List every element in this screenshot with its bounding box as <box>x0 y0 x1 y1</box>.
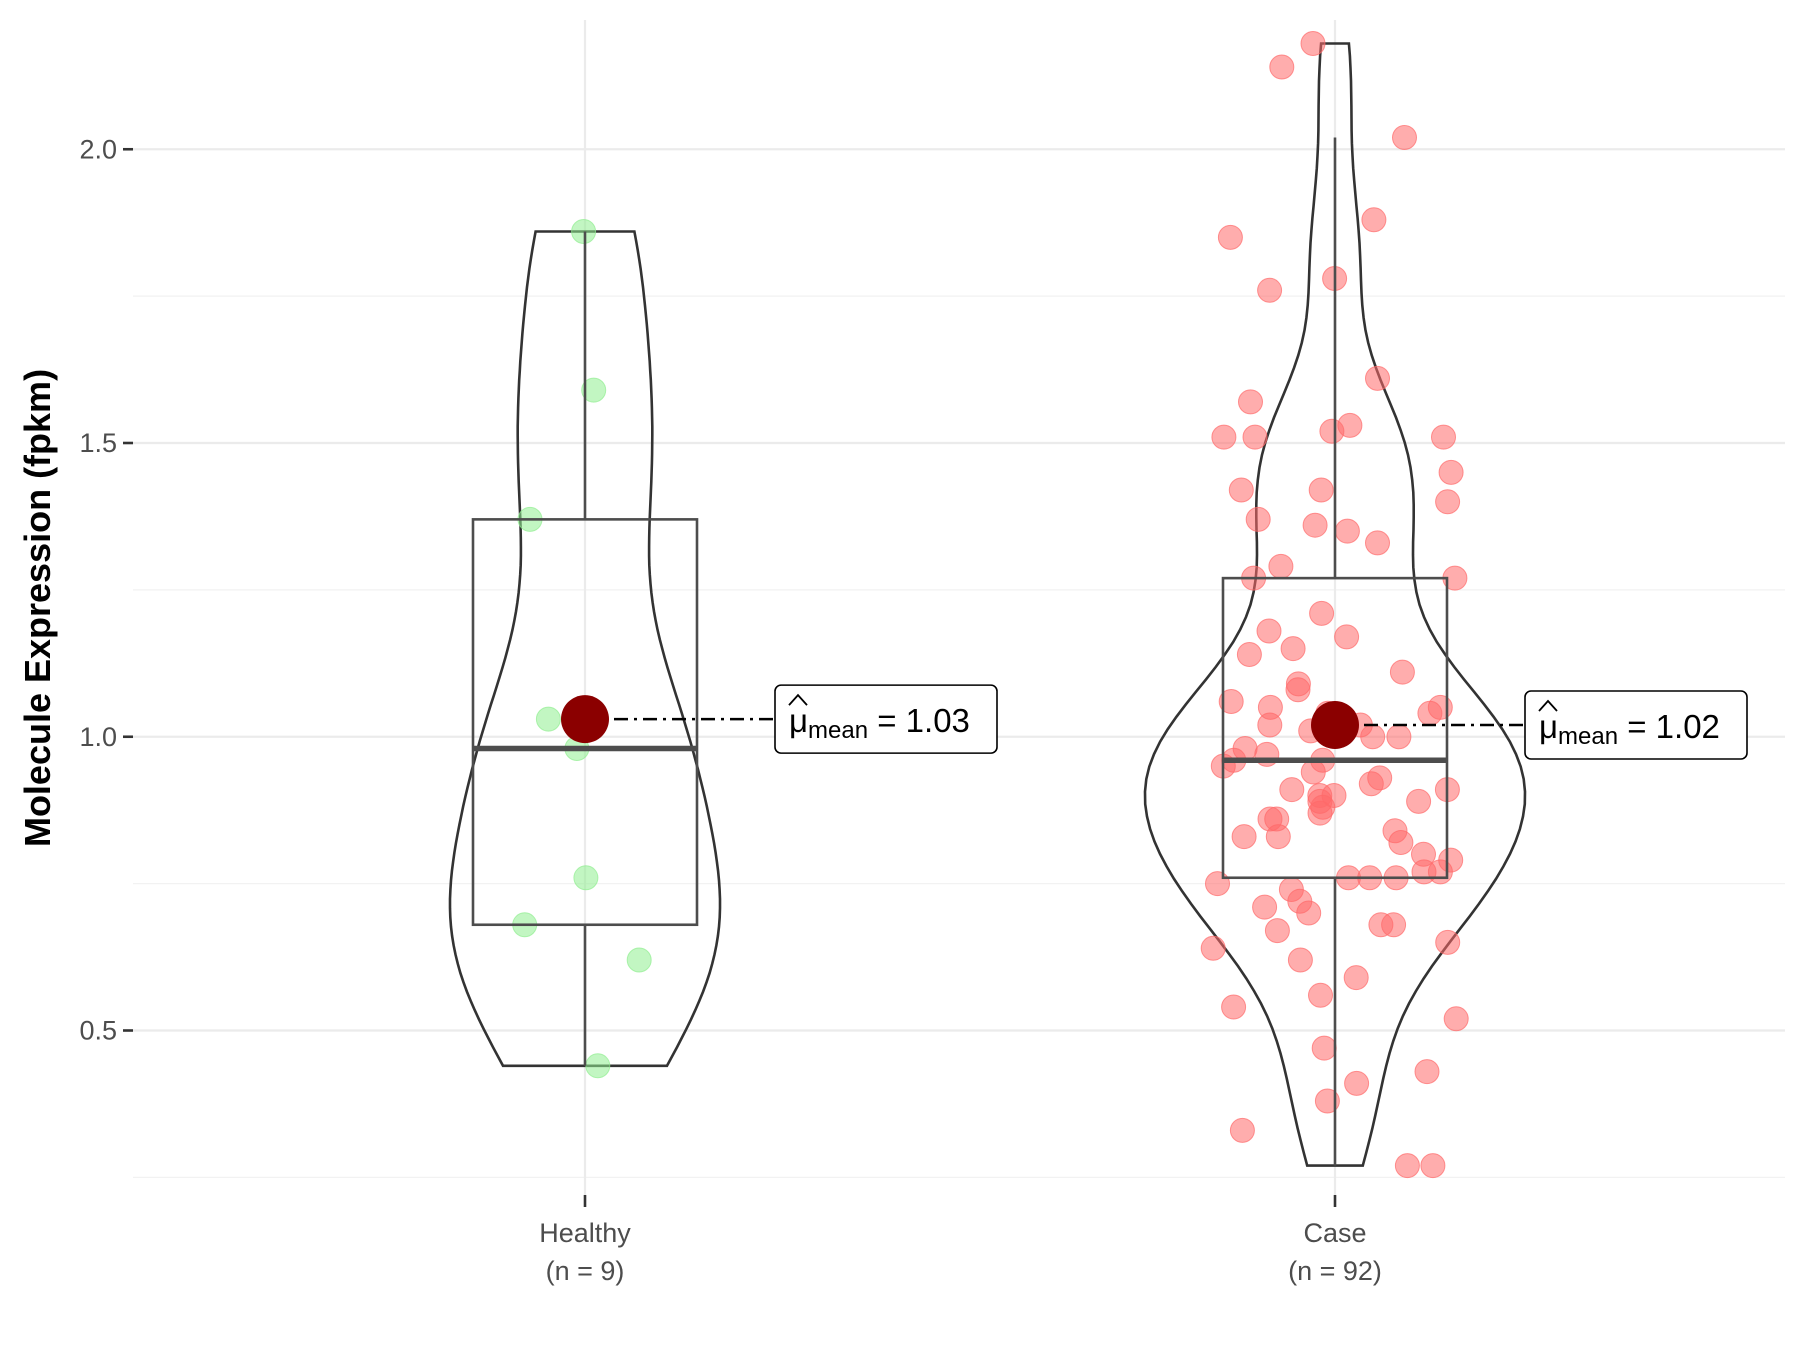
box-iqr <box>471 518 699 927</box>
data-point <box>535 706 561 732</box>
x-tick-label: Case <box>1303 1218 1366 1248</box>
data-point <box>1334 624 1360 650</box>
data-point <box>1221 994 1247 1020</box>
data-point <box>1228 477 1254 503</box>
mean-point <box>561 695 609 744</box>
grid-lines <box>133 20 1785 1195</box>
y-tick-label: 2.0 <box>79 134 117 164</box>
data-point <box>1394 1153 1420 1179</box>
data-point <box>1300 31 1326 56</box>
data-point <box>1406 788 1432 814</box>
data-point <box>1300 759 1326 785</box>
data-point <box>1308 477 1334 503</box>
data-point <box>1388 830 1414 855</box>
data-point <box>1365 365 1390 391</box>
data-point <box>1334 518 1360 544</box>
data-point <box>1296 900 1322 926</box>
data-point <box>1264 918 1290 944</box>
data-point <box>1420 1153 1446 1179</box>
data-point <box>573 865 599 891</box>
data-point <box>1411 859 1437 885</box>
data-point <box>626 947 652 973</box>
mean-point <box>1311 701 1359 749</box>
data-point <box>1314 1088 1340 1114</box>
data-point <box>1417 700 1443 726</box>
data-point <box>1231 824 1257 850</box>
y-tick-label: 1.5 <box>79 428 117 458</box>
x-tick-sublabel: (n = 9) <box>546 1256 625 1286</box>
data-point <box>1386 724 1412 750</box>
data-point <box>1280 636 1306 662</box>
data-point <box>1236 642 1262 667</box>
data-point <box>1256 618 1282 644</box>
axes: 0.5 1.0 1.5 2.0 Healthy (n = 9) Case (n = 92) <box>79 134 1381 1286</box>
data-point <box>1285 677 1311 703</box>
data-points <box>512 31 1469 1179</box>
data-point <box>585 1053 611 1079</box>
data-point <box>1211 424 1237 450</box>
data-point <box>1358 771 1384 797</box>
data-point <box>1287 947 1313 973</box>
y-tick-label: 0.5 <box>79 1016 117 1046</box>
hat-icon <box>788 693 808 706</box>
data-point <box>1435 929 1461 955</box>
mean-markers: μmean = 1.03 μmean = 1.02 <box>561 684 1748 760</box>
data-point <box>1229 1117 1255 1143</box>
data-point <box>1217 224 1243 250</box>
data-point <box>1218 689 1244 714</box>
violins <box>448 42 1527 1167</box>
data-point <box>1392 125 1417 150</box>
violin-healthy <box>448 230 722 1068</box>
mean-label-box <box>1524 690 1748 760</box>
data-point <box>1205 871 1230 897</box>
data-point <box>1245 506 1271 532</box>
data-point <box>1344 1070 1370 1096</box>
data-point <box>1343 965 1369 991</box>
data-point <box>1435 489 1461 515</box>
data-point <box>1443 1006 1469 1032</box>
x-tick-sublabel: (n = 92) <box>1288 1256 1382 1286</box>
data-point <box>1307 800 1333 826</box>
data-point <box>1365 530 1390 556</box>
y-tick-label: 1.0 <box>79 722 117 752</box>
data-point <box>1242 424 1268 450</box>
mean-label: μmean = 1.03 <box>789 702 970 744</box>
data-point <box>1360 724 1386 750</box>
mean-label: μmean = 1.02 <box>1539 708 1720 750</box>
data-point <box>1257 277 1283 303</box>
hat-icon <box>1538 699 1558 712</box>
data-point <box>1319 418 1345 444</box>
box-iqr <box>1221 576 1449 880</box>
data-point <box>1279 777 1305 803</box>
data-point <box>1438 459 1464 485</box>
data-point <box>571 219 597 244</box>
data-point <box>1302 512 1328 538</box>
data-point <box>1200 935 1226 961</box>
data-point <box>1309 600 1335 626</box>
x-tick-label: Healthy <box>539 1218 631 1248</box>
data-point <box>1257 712 1283 738</box>
data-point <box>1361 207 1387 233</box>
data-point <box>1389 659 1415 685</box>
data-point <box>1311 1035 1337 1061</box>
data-point <box>1268 553 1294 579</box>
data-point <box>1308 982 1333 1008</box>
data-point <box>581 377 607 403</box>
data-point <box>1238 389 1263 415</box>
data-point <box>1431 424 1456 450</box>
mean-label-box <box>774 684 998 754</box>
data-point <box>1265 824 1291 850</box>
y-axis-title: Molecule Expression (fpkm) <box>17 369 58 847</box>
boxplots <box>471 137 1449 1166</box>
data-point <box>1252 894 1278 920</box>
data-point <box>1414 1059 1440 1085</box>
data-point <box>1269 54 1295 80</box>
data-point <box>1381 912 1407 938</box>
